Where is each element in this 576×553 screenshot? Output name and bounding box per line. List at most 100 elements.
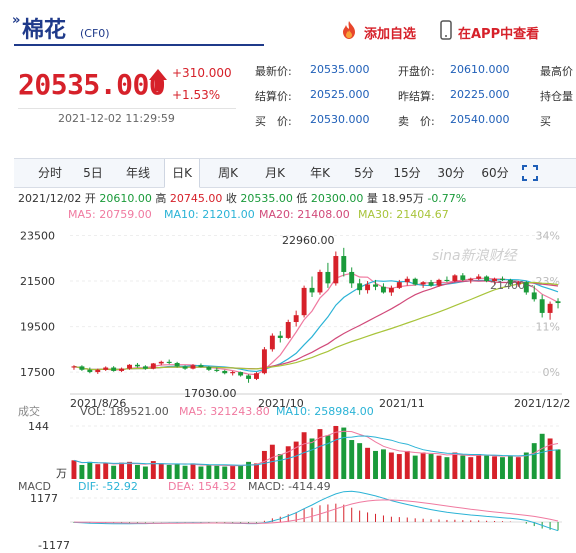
max-annotation: 22960.00 <box>282 234 335 247</box>
volume-axis-unit: 万 <box>56 467 67 480</box>
price-axis-label: 23500 <box>20 230 55 243</box>
candle-body <box>142 366 148 369</box>
volume-bar <box>523 452 529 479</box>
min-annotation: 17030.00 <box>184 387 237 400</box>
macd-value: MACD: -414.49 <box>248 480 331 493</box>
back-arrow-icon[interactable]: » <box>12 13 21 28</box>
candle-body <box>134 364 140 367</box>
stat-value: 20540.000 <box>450 113 510 126</box>
flame-icon <box>340 20 358 44</box>
last-price: 20535.000 <box>18 68 166 101</box>
tab-0[interactable]: 分时 <box>37 166 62 180</box>
candle-body <box>214 369 220 371</box>
candle-body <box>182 366 188 369</box>
volume-bar <box>365 447 371 479</box>
candle-body <box>349 271 355 284</box>
volume-bar <box>95 464 101 479</box>
tab-1[interactable]: 5日 <box>83 166 103 180</box>
candle-body <box>246 375 252 379</box>
instrument-name: 棉花 <box>22 18 67 43</box>
volume-bar <box>436 455 442 479</box>
pct-axis-label: 23% <box>536 275 560 288</box>
candle-body <box>492 278 498 282</box>
stat-value: 20225.000 <box>450 88 510 101</box>
pct-axis-label: 34% <box>536 230 560 243</box>
candle-body <box>452 275 458 282</box>
stat-label: 最新价: <box>255 65 292 78</box>
volume-bar <box>246 461 252 479</box>
tab-5[interactable]: 月K <box>265 166 285 180</box>
candle-body <box>484 276 490 282</box>
candle-body <box>388 287 394 293</box>
up-arrow-icon <box>148 68 168 96</box>
volume-bar <box>325 435 331 479</box>
tab-10[interactable]: 60分 <box>481 166 509 180</box>
instrument-code: (CF0) <box>80 27 110 40</box>
candle-body <box>103 367 109 370</box>
candle-body <box>317 271 323 293</box>
volume-bar <box>87 461 93 479</box>
stat-value: 20535.000 <box>310 63 370 76</box>
open-app-button[interactable]: 在APP中查看 <box>440 20 539 44</box>
tab-2[interactable]: 年线 <box>125 166 150 180</box>
tab-3[interactable]: 日K <box>164 159 200 188</box>
volume-bar <box>103 463 109 479</box>
candle-body <box>79 366 85 370</box>
volume-bar <box>238 465 244 479</box>
ma20-legend: MA20: 21408.00 <box>259 208 350 221</box>
volume-bar <box>309 438 315 479</box>
date-label: 2021/8/26 <box>70 397 126 410</box>
stat-label: 开盘价: <box>398 65 435 78</box>
volume-bar <box>119 462 125 479</box>
stat-label: 买 价: <box>255 115 292 128</box>
volume-bar <box>254 463 259 479</box>
volume-bar <box>476 454 482 479</box>
macd-dea-line <box>73 499 559 524</box>
volume-bar <box>214 465 220 479</box>
stat-label: 持仓量 <box>540 90 573 103</box>
volume-bar <box>158 463 164 479</box>
candle-body <box>420 282 426 285</box>
candle-body <box>523 282 529 293</box>
volume-bar <box>531 443 537 479</box>
fullscreen-icon[interactable] <box>519 159 541 187</box>
add-watchlist-button[interactable]: 添加自选 <box>340 20 416 44</box>
candle-body <box>127 364 132 369</box>
volume-bar <box>500 457 505 479</box>
volume-bar <box>492 456 498 479</box>
candle-body <box>230 372 236 374</box>
volume-bar <box>333 426 339 479</box>
ohlc-info: 2021/12/02 开 20610.00 高 20745.00 收 20535… <box>18 191 466 205</box>
price-axis-label: 19500 <box>20 321 55 334</box>
stat-value: 20530.000 <box>310 113 370 126</box>
volume-bar <box>301 432 307 479</box>
volume-bar <box>428 454 434 479</box>
candle-body <box>222 370 228 374</box>
volume-title: 成交 <box>18 404 40 418</box>
candle-body <box>444 279 450 282</box>
stat-value: 20610.000 <box>450 63 510 76</box>
macd-dif: DIF: -52.92 <box>78 480 138 493</box>
candle-body <box>404 278 410 283</box>
tab-8[interactable]: 15分 <box>393 166 421 180</box>
pct-axis-label: 11% <box>536 321 560 334</box>
candle-body <box>206 367 212 370</box>
candle-body <box>357 283 363 291</box>
volume-bar <box>230 464 236 479</box>
tab-6[interactable]: 年K <box>310 166 330 180</box>
volume-bar <box>444 457 450 479</box>
tab-4[interactable]: 周K <box>218 166 238 180</box>
volume-bar <box>134 464 140 479</box>
macd-axis-min: -1177 <box>38 539 70 549</box>
volume-bar <box>507 455 513 479</box>
candle-body <box>341 256 347 272</box>
tab-7[interactable]: 5分 <box>354 166 374 180</box>
candle-body <box>460 275 466 280</box>
volume-ma5: MA5: 321243.80 <box>179 405 270 418</box>
candle-body <box>269 335 275 350</box>
volume-bar <box>357 443 363 479</box>
candle-body <box>555 301 561 304</box>
volume-bar <box>380 449 386 479</box>
volume-bar <box>71 460 77 479</box>
tab-9[interactable]: 30分 <box>437 166 465 180</box>
